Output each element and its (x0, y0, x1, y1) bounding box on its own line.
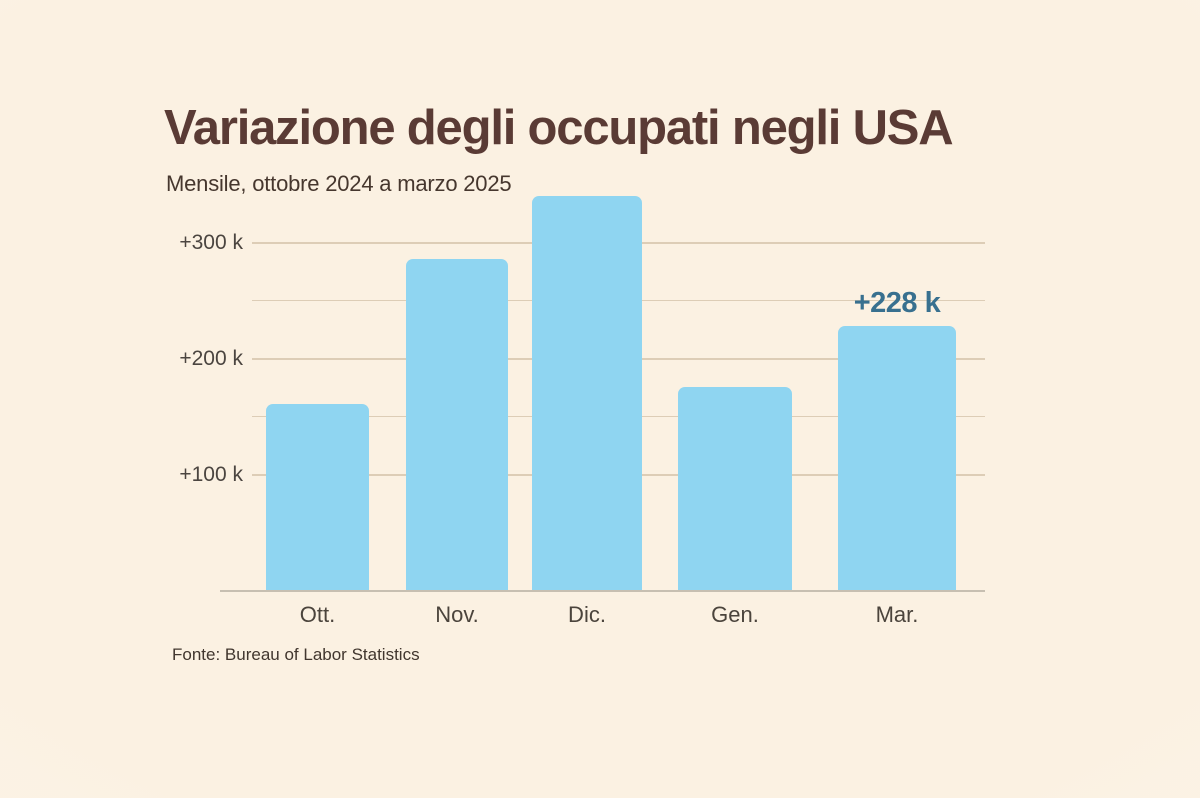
chart-title: Variazione degli occupati negli USA (164, 101, 954, 155)
bar-gen (678, 387, 792, 590)
x-category-label-nov: Nov. (435, 602, 479, 627)
x-axis-line (220, 590, 985, 592)
bar-ott (266, 404, 369, 590)
data-label-mar: +228 k (853, 287, 941, 319)
source-note: Fonte: Bureau of Labor Statistics (172, 645, 420, 664)
x-category-label-ott: Ott. (299, 602, 336, 627)
bar-dic (532, 196, 642, 590)
y-tick-label-300k: +300 k (179, 231, 243, 254)
x-category-label-mar: Mar. (875, 602, 919, 627)
bar-mar (838, 326, 956, 590)
chart-subtitle: Mensile, ottobre 2024 a marzo 2025 (166, 171, 512, 196)
y-tick-label-200k: +200 k (179, 347, 243, 370)
y-tick-label-100k: +100 k (179, 463, 243, 486)
bar-nov (406, 259, 508, 590)
x-category-label-gen: Gen. (711, 602, 759, 627)
x-category-label-dic: Dic. (568, 602, 606, 627)
